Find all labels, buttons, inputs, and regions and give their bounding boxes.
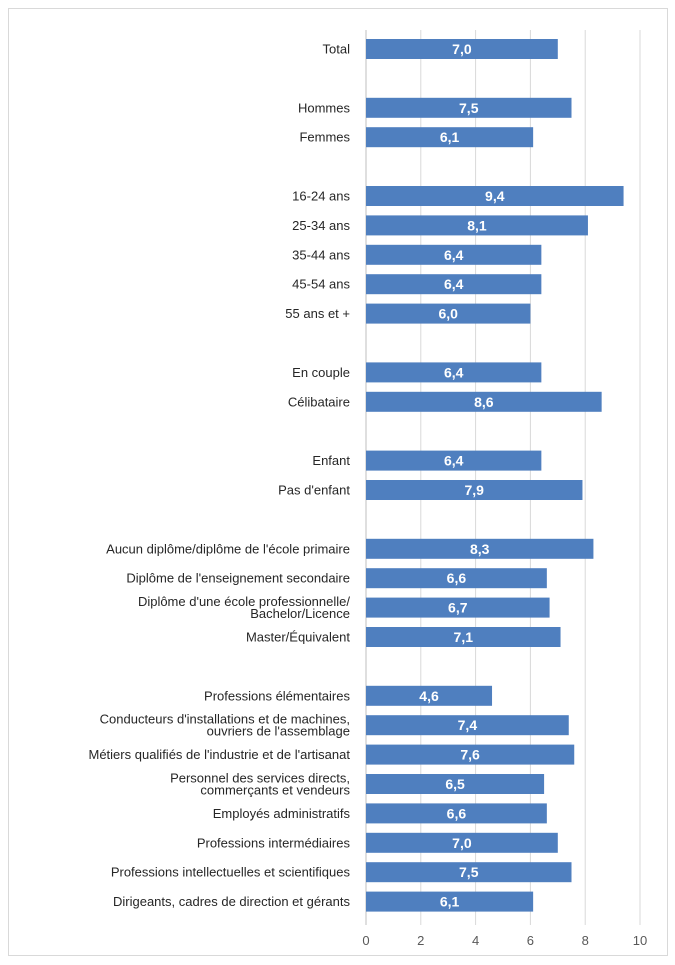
bar (366, 391, 602, 412)
category-label: Master/Équivalent (246, 630, 350, 645)
x-tick-label: 4 (472, 933, 479, 948)
category-label: Professions intermédiaires (197, 835, 351, 850)
bar (366, 97, 572, 118)
bar (366, 244, 542, 265)
bar (366, 803, 547, 824)
bar (366, 597, 550, 618)
data-label: 7,5 (459, 864, 479, 880)
category-label: Enfant (312, 453, 350, 468)
bar (366, 303, 531, 324)
category-label: En couple (292, 365, 350, 380)
bar (366, 450, 542, 471)
data-label: 7,1 (454, 629, 474, 645)
x-tick-label: 2 (417, 933, 424, 948)
category-label: Personnel des services directs, commerçan… (170, 771, 350, 798)
data-label: 7,0 (452, 835, 472, 851)
data-label: 9,4 (485, 188, 505, 204)
category-label: Professions élémentaires (204, 688, 350, 703)
data-label: 7,0 (452, 41, 472, 57)
data-label: 6,4 (444, 247, 464, 263)
data-label: 4,6 (419, 688, 439, 704)
category-label: Total (323, 42, 351, 57)
category-label: Pas d'enfant (278, 483, 350, 498)
data-label: 6,7 (448, 600, 468, 616)
data-label: 8,1 (467, 217, 487, 233)
bar (366, 568, 547, 589)
x-tick-label: 0 (362, 933, 369, 948)
data-label: 6,6 (447, 805, 467, 821)
bar (366, 862, 572, 883)
category-label: Femmes (299, 130, 350, 145)
data-label: 6,4 (444, 276, 464, 292)
category-label: 45-54 ans (292, 277, 350, 292)
data-label: 6,1 (440, 129, 460, 145)
data-label: 7,6 (460, 747, 480, 763)
bar (366, 744, 575, 765)
category-label: Conducteurs d'installations et de machin… (100, 712, 350, 739)
data-label: 6,0 (438, 306, 458, 322)
category-label: Professions intellectuelles et scientifi… (111, 865, 351, 880)
data-label: 6,1 (440, 894, 460, 910)
bar (366, 39, 558, 59)
bar (366, 685, 493, 706)
bar (366, 774, 545, 794)
bar (366, 627, 561, 647)
bar (366, 832, 558, 853)
data-label: 7,4 (458, 717, 478, 733)
category-label: Dirigeants, cadres de direction et géran… (113, 894, 351, 909)
category-label: Employés administratifs (213, 806, 351, 821)
bar (366, 891, 534, 912)
category-label: Métiers qualifiés de l'industrie et de l… (89, 747, 351, 762)
category-label: Diplôme de l'enseignement secondaire (126, 571, 350, 586)
data-label: 6,5 (445, 776, 465, 792)
category-label: 35-44 ans (292, 247, 350, 262)
data-label: 6,4 (444, 364, 464, 380)
bar (366, 186, 624, 206)
data-label: 6,4 (444, 453, 464, 469)
category-label: 25-34 ans (292, 218, 350, 233)
x-tick-label: 6 (527, 933, 534, 948)
x-tick-label: 10 (633, 933, 647, 948)
bar (366, 127, 534, 148)
bar (366, 274, 542, 295)
category-label: Hommes (298, 100, 351, 115)
category-label: Diplôme d'une école professionnelle/Bach… (138, 594, 350, 621)
data-label: 6,6 (447, 570, 467, 586)
data-label: 7,9 (464, 482, 484, 498)
bar (366, 215, 588, 236)
category-label: Aucun diplôme/diplôme de l'école primair… (106, 541, 350, 556)
bar (366, 715, 569, 736)
category-label: Célibataire (288, 394, 350, 409)
bar (366, 480, 583, 500)
x-tick-label: 8 (582, 933, 589, 948)
bar (366, 362, 542, 383)
data-label: 8,3 (470, 541, 490, 557)
bar (366, 538, 594, 559)
data-label: 7,5 (459, 100, 479, 116)
category-label: 55 ans et + (285, 306, 350, 321)
data-label: 8,6 (474, 394, 494, 410)
category-label: 16-24 ans (292, 189, 350, 204)
